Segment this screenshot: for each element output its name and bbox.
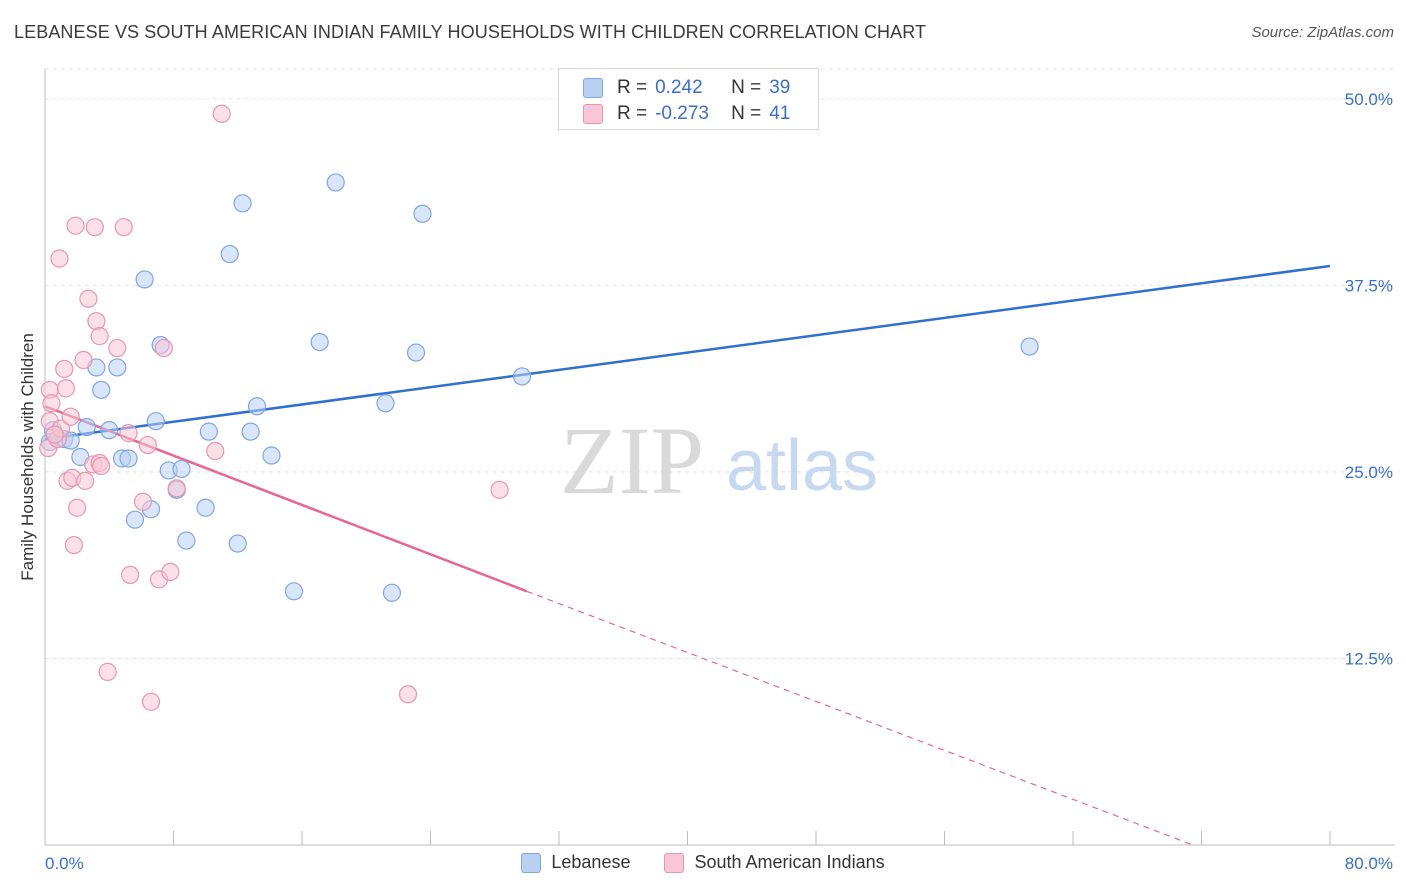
lebanese-point: [77, 418, 96, 437]
lebanese-point: [262, 446, 281, 465]
stats-row-south-american-indians: R = -0.273 N = 41: [583, 102, 790, 126]
lebanese-point: [196, 498, 215, 517]
south-american-indian-point: [64, 535, 84, 555]
lebanese-point: [135, 270, 154, 289]
watermark-zip: ZIP: [560, 407, 704, 514]
lebanese-point: [284, 582, 304, 601]
lebanese-point: [413, 204, 432, 223]
south-american-indian-point: [79, 289, 98, 308]
gridlines: [45, 68, 1395, 659]
chart-legend: Lebanese South American Indians: [0, 852, 1406, 873]
south-american-indian-point: [74, 350, 93, 370]
south-american-indian-point: [68, 498, 87, 517]
lebanese-point: [220, 244, 239, 264]
south-american-indian-point: [85, 218, 104, 237]
south-american-indians-swatch: [664, 852, 685, 873]
stats-legend: R = 0.242 N = 39 R = -0.273 N = 41: [558, 68, 819, 130]
x-tick-label: 0.0%: [45, 854, 84, 873]
legend-label: South American Indians: [694, 852, 885, 872]
n-label: N =: [731, 103, 762, 124]
legend-label: Lebanese: [551, 852, 631, 872]
lebanese-point: [119, 449, 138, 468]
south-american-indian-point: [108, 338, 127, 358]
n-label: N =: [731, 77, 762, 98]
r-label: R =: [617, 103, 648, 124]
chart-title: LEBANESE VS SOUTH AMERICAN INDIAN FAMILY…: [14, 22, 927, 42]
south-american-indians-trend-extension: [526, 590, 1194, 846]
legend-item-south-american-indians[interactable]: South American Indians: [664, 852, 885, 873]
watermark: ZIP atlas: [560, 407, 878, 514]
south-american-indians-swatch: [583, 104, 603, 124]
n-value: 39: [769, 77, 791, 98]
south-american-indian-point: [42, 394, 61, 413]
south-american-indian-point: [138, 435, 157, 455]
lebanese-point: [125, 510, 145, 529]
lebanese-swatch: [521, 852, 542, 873]
south-american-indian-point: [76, 471, 95, 490]
y-tick-label: 12.5%: [1345, 649, 1393, 668]
south-american-indian-point: [206, 441, 225, 461]
y-tick-label: 50.0%: [1345, 90, 1393, 109]
tick-labels: 12.5% 25.0% 37.5% 50.0% 0.0% 80.0%: [45, 90, 1393, 873]
lebanese-point: [406, 343, 426, 362]
south-american-indian-point: [45, 425, 64, 444]
south-american-indian-point: [490, 480, 509, 499]
axes: [44, 69, 1395, 846]
south-american-indian-point: [92, 456, 111, 476]
r-value: 0.242: [655, 77, 703, 98]
x-tick-label: 80.0%: [1345, 854, 1393, 873]
south-american-indian-point: [119, 424, 138, 443]
south-american-indian-point: [161, 562, 180, 582]
lebanese-point: [247, 397, 267, 416]
stats-row-lebanese: R = 0.242 N = 39: [583, 76, 790, 100]
lebanese-point: [199, 422, 218, 441]
lebanese-point: [382, 583, 402, 602]
lebanese-point: [376, 394, 395, 413]
trend-lines: [44, 264, 1331, 846]
lebanese-point: [241, 422, 260, 441]
lebanese-point: [177, 531, 196, 550]
lebanese-swatch: [583, 78, 603, 98]
lebanese-point: [100, 421, 119, 440]
lebanese-point: [233, 194, 252, 213]
lebanese-point: [326, 173, 345, 192]
south-american-indian-point: [66, 216, 85, 235]
south-american-indian-point: [167, 479, 186, 498]
source-label: Source: ZipAtlas.com: [1251, 24, 1394, 41]
lebanese-point: [512, 367, 532, 386]
south-american-indian-point: [56, 379, 75, 398]
lebanese-point: [92, 380, 111, 399]
south-american-indian-point: [133, 492, 153, 511]
south-american-indian-point: [141, 692, 161, 711]
south-american-indian-point: [50, 249, 69, 268]
data-points: [39, 104, 1039, 711]
south-american-indian-point: [154, 338, 173, 358]
south-american-indian-point: [61, 407, 80, 426]
south-american-indian-point: [98, 662, 117, 681]
lebanese-point: [172, 459, 191, 479]
watermark-atlas: atlas: [726, 426, 878, 506]
n-value: 41: [769, 103, 791, 124]
south-american-indian-point: [87, 312, 106, 331]
lebanese-point: [1020, 337, 1039, 356]
r-label: R =: [617, 77, 648, 98]
lebanese-point: [310, 332, 329, 352]
south-american-indian-point: [90, 327, 109, 346]
r-value: -0.273: [655, 103, 709, 124]
y-tick-label: 37.5%: [1345, 276, 1393, 295]
lebanese-point: [146, 412, 165, 431]
lebanese-point: [228, 534, 247, 553]
south-american-indian-point: [212, 104, 231, 123]
legend-item-lebanese[interactable]: Lebanese: [521, 852, 630, 873]
lebanese-point: [108, 358, 127, 377]
south-american-indian-point: [114, 218, 133, 237]
y-tick-label: 25.0%: [1345, 463, 1393, 482]
south-american-indian-point: [55, 359, 74, 379]
south-american-indian-point: [121, 565, 140, 584]
south-american-indian-point: [398, 685, 418, 704]
